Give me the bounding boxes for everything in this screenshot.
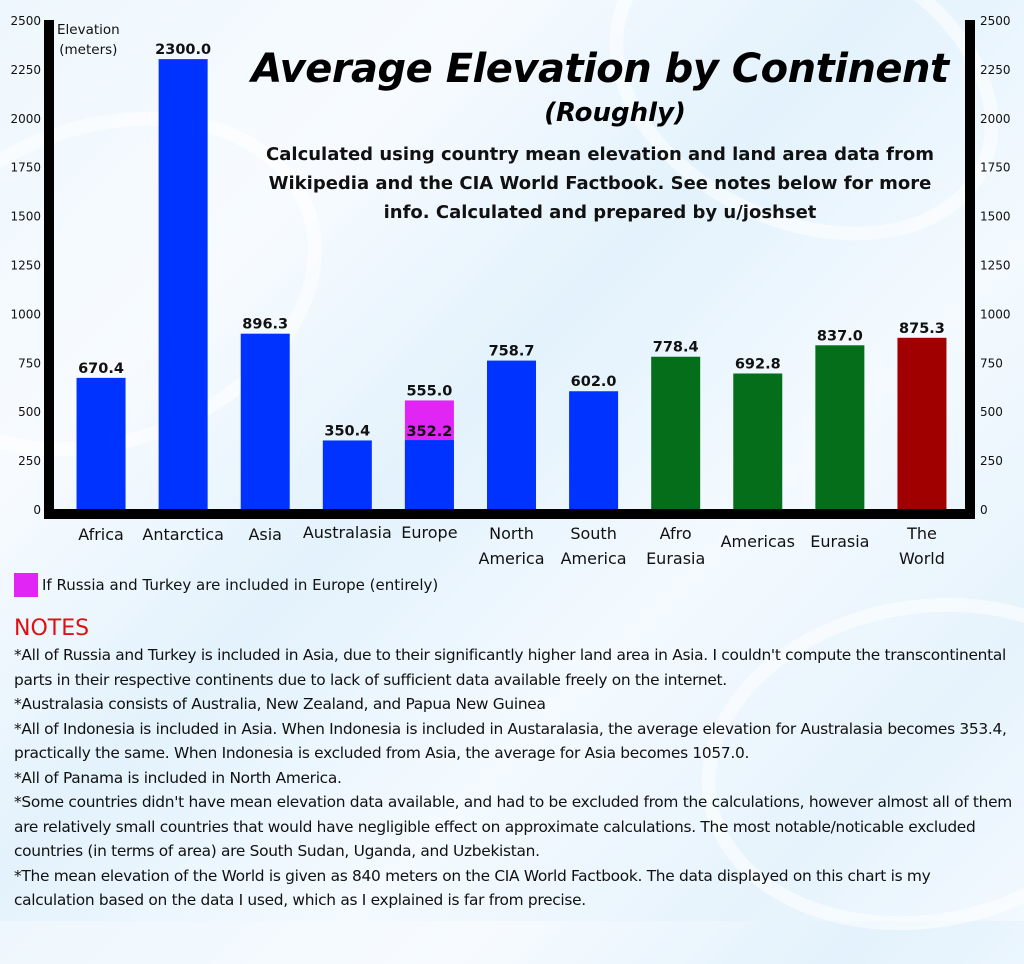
y-axis-label-line: Elevation	[57, 22, 120, 38]
y-tick-label: 1000	[10, 307, 41, 321]
value-label: 896.3	[242, 317, 288, 333]
right-y-axis	[965, 20, 975, 519]
value-label: 350.4	[324, 423, 370, 439]
bar	[76, 377, 126, 509]
y-tick-label: 1000	[980, 307, 1011, 321]
bar	[569, 391, 619, 509]
note-item: *Australasia consists of Australia, New …	[14, 695, 546, 713]
notes-list: *All of Russia and Turkey is included in…	[14, 643, 1014, 913]
category-label: Americas	[721, 532, 795, 551]
y-axis-label-line: (meters)	[59, 42, 118, 58]
value-label: 602.0	[571, 374, 617, 390]
y-tick-label: 1250	[980, 259, 1011, 273]
y-tick-label: 2250	[980, 63, 1011, 77]
category-label: South	[570, 524, 617, 543]
bar	[322, 440, 372, 509]
bar	[733, 373, 783, 509]
value-label: 758.7	[489, 344, 535, 360]
category-label: America	[561, 549, 627, 568]
value-label: 352.2	[406, 424, 452, 440]
bar	[815, 345, 865, 509]
right-y-axis-ticks: 0 250 500 750 1000 1250 1500 1750 2000 2250 2500	[980, 14, 1011, 517]
chart-title: Average Elevation by Continent	[251, 46, 949, 92]
category-label: Africa	[78, 525, 124, 544]
value-label: 555.0	[406, 383, 452, 399]
y-tick-label: 750	[18, 356, 41, 370]
category-label: The	[906, 524, 937, 543]
y-tick-label: 1500	[980, 210, 1011, 224]
value-label: 875.3	[899, 321, 945, 337]
category-label: Asia	[248, 525, 282, 544]
y-axis-label: Elevation (meters)	[57, 20, 120, 60]
y-tick-label: 500	[980, 405, 1003, 419]
legend-swatch-magenta	[14, 573, 38, 597]
y-tick-label: 2500	[10, 14, 41, 28]
category-label: Eurasia	[646, 549, 705, 568]
category-labels: Africa Antarctica Asia Australasia Europe Nor…	[78, 523, 945, 568]
category-label: Eurasia	[810, 532, 869, 551]
left-y-axis	[44, 20, 54, 519]
category-label: Afro	[660, 524, 692, 543]
bars	[76, 59, 947, 510]
y-tick-label: 250	[18, 454, 41, 468]
note-item: *Some countries didn't have mean elevati…	[14, 793, 1012, 860]
legend: If Russia and Turkey are included in Eur…	[14, 573, 438, 597]
y-tick-label: 1500	[10, 210, 41, 224]
note-item: *All of Indonesia is included in Asia. W…	[14, 719, 1007, 763]
notes-heading: NOTES	[14, 616, 90, 641]
category-label: Australasia	[303, 523, 392, 542]
y-tick-label: 0	[980, 503, 988, 517]
chart-description: Calculated using country mean elevation …	[266, 144, 934, 223]
category-label: Antarctica	[142, 525, 224, 544]
y-tick-label: 2000	[980, 112, 1011, 126]
note-item: *All of Panama is included in North Amer…	[14, 768, 342, 787]
y-tick-label: 1750	[10, 161, 41, 175]
value-label: 2300.0	[155, 42, 211, 58]
x-axis	[44, 509, 975, 519]
value-labels: 670.4 2300.0 896.3 350.4 555.0 352.2 758.7 602.…	[78, 42, 945, 440]
y-tick-label: 2250	[10, 63, 41, 77]
y-tick-label: 0	[33, 503, 41, 517]
category-label: World	[899, 549, 945, 568]
value-label: 778.4	[653, 340, 699, 356]
note-item: *All of Russia and Turkey is included in…	[14, 646, 1006, 689]
y-tick-label: 1250	[10, 259, 41, 273]
y-tick-label: 250	[980, 454, 1003, 468]
bar	[487, 360, 536, 509]
category-label: Europe	[401, 523, 457, 542]
bar	[158, 59, 208, 510]
category-label: North	[489, 524, 534, 543]
left-y-axis-ticks: 0 250 500 750 1000 1250 1500 1750 2000 2250 2500	[10, 14, 41, 517]
bar	[897, 337, 947, 509]
y-tick-label: 1750	[980, 161, 1011, 175]
value-label: 837.0	[817, 328, 863, 344]
bar	[240, 333, 290, 509]
value-label: 670.4	[78, 361, 124, 377]
value-label: 692.8	[735, 356, 781, 372]
y-tick-label: 2000	[10, 112, 41, 126]
y-tick-label: 2500	[980, 14, 1011, 28]
y-tick-label: 500	[18, 405, 41, 419]
legend-label: If Russia and Turkey are included in Eur…	[42, 576, 439, 594]
category-label: America	[479, 549, 545, 568]
bar	[651, 356, 701, 509]
note-item: *The mean elevation of the World is give…	[14, 866, 931, 910]
chart-subtitle: (Roughly)	[544, 98, 686, 128]
bar	[404, 440, 454, 509]
y-tick-label: 750	[980, 356, 1003, 370]
